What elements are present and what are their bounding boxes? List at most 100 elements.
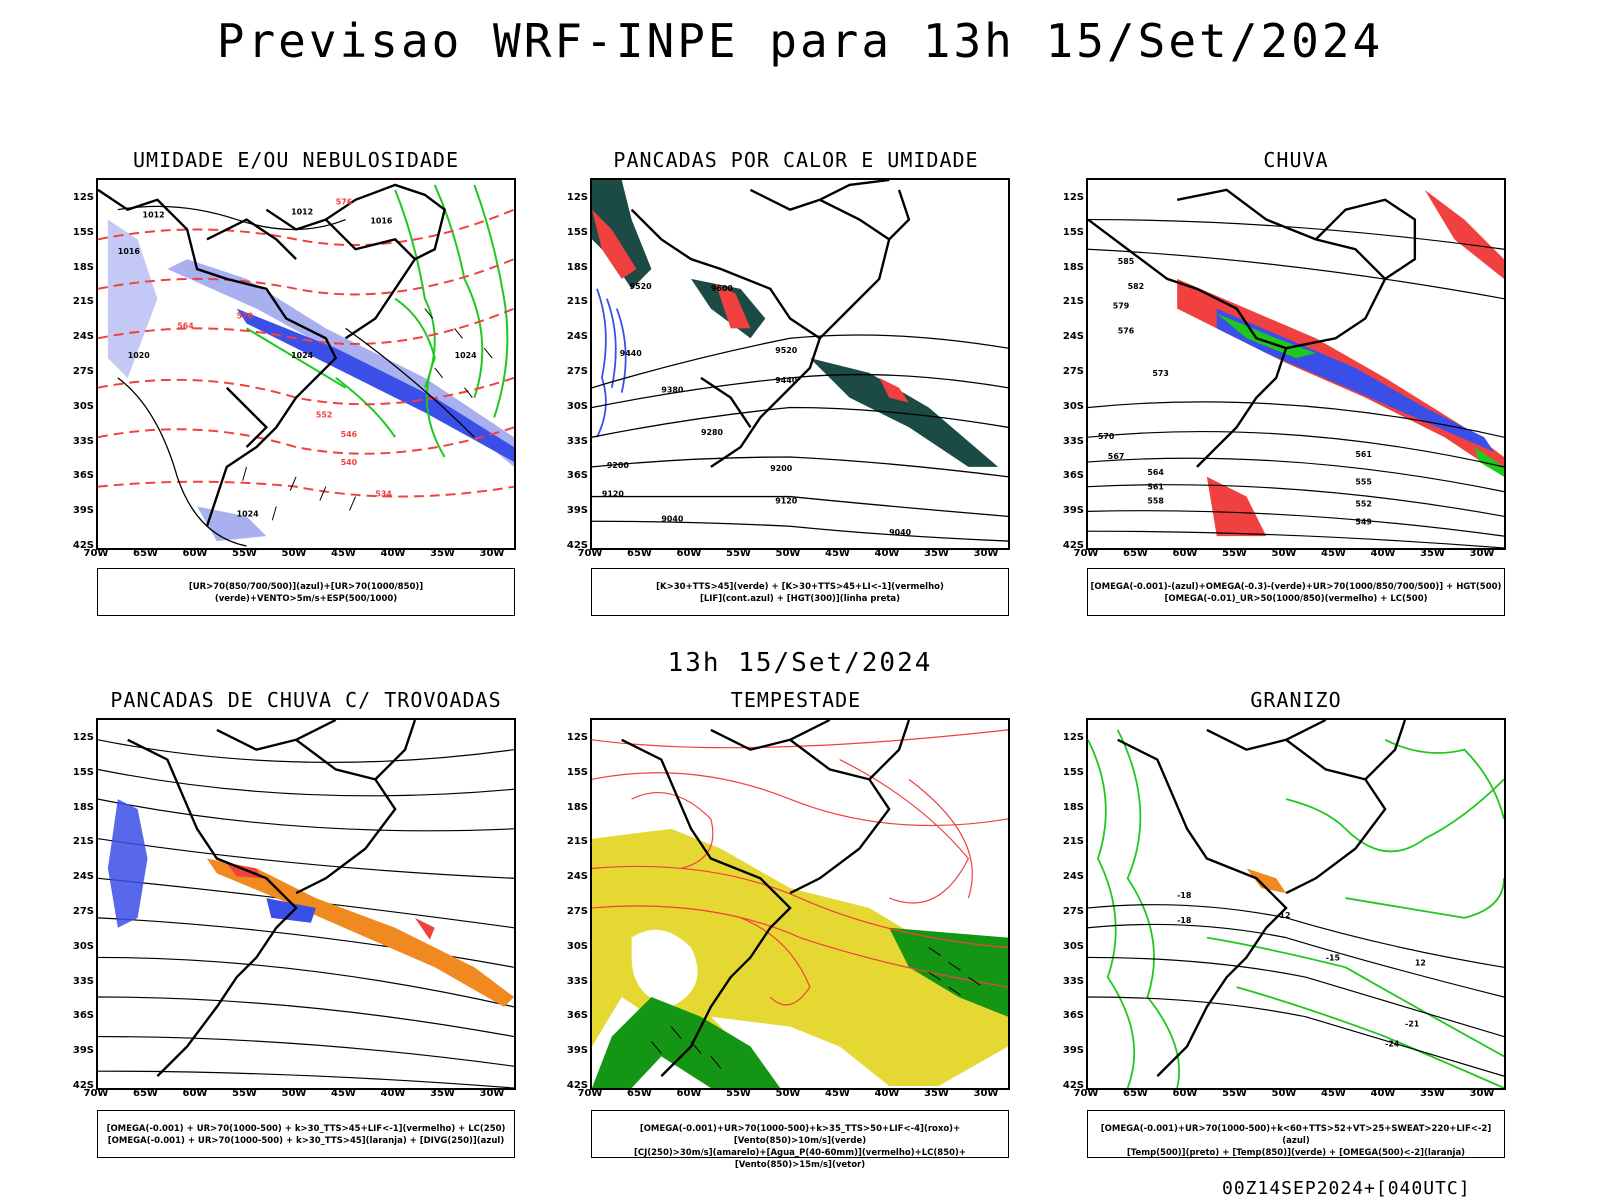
lat-tick-label: 24S	[566, 331, 588, 343]
lat-tick-label: 42S	[1062, 1080, 1084, 1091]
lat-tick-label: 33S	[1062, 975, 1084, 987]
svg-text:9440: 9440	[620, 349, 643, 358]
jet-gap	[631, 929, 698, 1007]
lat-tick-label: 18S	[1062, 801, 1084, 813]
wind-vectors	[651, 947, 981, 1069]
lon-tick-label: 50W	[775, 548, 801, 559]
svg-text:1012: 1012	[291, 208, 313, 217]
instability-green-ocean	[809, 358, 999, 467]
lat-tick-label: 30S	[72, 940, 94, 952]
instability-red-ocean	[879, 377, 909, 403]
lat-tick-label: 27S	[566, 366, 588, 377]
lat-tick-label: 24S	[1062, 331, 1084, 343]
lat-tick-label: 15S	[1062, 766, 1084, 778]
lon-tick-label: 60W	[1172, 1088, 1198, 1099]
lat-tick-label: 30S	[72, 400, 94, 412]
lat-tick-label: 15S	[566, 226, 588, 238]
svg-text:570: 570	[1098, 432, 1115, 441]
contour-labels: 1012 1012 1016 1016 1020 1024 1024 1024	[118, 208, 477, 519]
lon-tick-label: 45W	[825, 1088, 850, 1099]
svg-text:9440: 9440	[775, 376, 798, 385]
lon-tick-label: 55W	[232, 1088, 257, 1099]
panel-title-trovoadas: PANCADAS DE CHUVA C/ TROVOADAS	[110, 688, 502, 712]
hgt300-contours	[592, 334, 1008, 542]
lon-tick-label: 45W	[1321, 548, 1346, 559]
coastline	[1117, 720, 1407, 1077]
svg-text:-15: -15	[1326, 953, 1340, 962]
map-trovoadas	[96, 718, 516, 1090]
panel-title-pancadas-calor: PANCADAS POR CALOR E UMIDADE	[613, 148, 979, 172]
lat-tick-label: 33S	[566, 975, 588, 987]
svg-text:576: 576	[336, 198, 353, 207]
lat-tick-label: 18S	[566, 801, 588, 813]
svg-text:576: 576	[1118, 326, 1135, 335]
lat-tick-label: 15S	[72, 226, 94, 238]
lon-tick-label: 40W	[380, 1088, 406, 1099]
lat-tick-label: 12S	[566, 732, 588, 743]
svg-text:9200: 9200	[607, 461, 630, 470]
lat-tick-label: 39S	[72, 505, 94, 517]
instability-green-west	[592, 180, 652, 289]
svg-text:1024: 1024	[455, 351, 478, 360]
strong-wind-green-east	[889, 927, 1008, 1017]
lat-tick-label: 27S	[566, 906, 588, 917]
panel-title-granizo: GRANIZO	[1250, 688, 1342, 712]
pressure-contours	[117, 205, 475, 547]
rain-red-south	[1206, 476, 1267, 537]
coastline	[630, 180, 911, 468]
storms-red-ocean	[414, 917, 435, 940]
lat-tick-label: 27S	[72, 906, 94, 917]
legend-umidade: [UR>70(850/700/500)](azul)+[UR>70(1000/8…	[97, 568, 515, 616]
lat-tick-label: 15S	[566, 766, 588, 778]
divergence-blue-west	[107, 799, 148, 928]
humidity-patch-west	[107, 219, 158, 378]
lon-tick-label: 55W	[1222, 548, 1247, 559]
svg-text:-21: -21	[1405, 1020, 1419, 1029]
lon-tick-label: 70W	[1073, 548, 1099, 559]
panel-title-umidade: UMIDADE E/OU NEBULOSIDADE	[132, 148, 460, 172]
svg-text:558: 558	[1147, 496, 1164, 505]
svg-text:1020: 1020	[128, 351, 151, 360]
instability-red-center	[715, 283, 751, 329]
lon-tick-label: 40W	[1370, 1088, 1396, 1099]
lon-tick-label: 55W	[726, 1088, 751, 1099]
lon-tick-label: 35W	[924, 548, 949, 559]
lon-tick-label: 55W	[1222, 1088, 1247, 1099]
lat-tick-label: 39S	[1062, 505, 1084, 517]
svg-text:1024: 1024	[291, 351, 314, 360]
coastline	[1088, 188, 1417, 468]
lat-tick-label: 33S	[1062, 435, 1084, 447]
rain-blue-band	[1216, 308, 1495, 453]
lat-tick-label: 21S	[1062, 296, 1084, 308]
wind-vectors	[242, 308, 493, 521]
lon-tick-label: 70W	[83, 1088, 109, 1099]
lat-tick-label: 36S	[1062, 1010, 1084, 1022]
lat-tick-label: 39S	[566, 1045, 588, 1057]
svg-text:9380: 9380	[661, 386, 684, 395]
svg-text:9120: 9120	[775, 496, 798, 505]
svg-text:1012: 1012	[143, 211, 165, 220]
legend-chuva: [OMEGA(-0.001)-(azul)+OMEGA(-0.3)-(verde…	[1087, 568, 1505, 616]
lat-tick-label: 24S	[1062, 871, 1084, 883]
lat-tick-label: 21S	[1062, 836, 1084, 848]
lon-tick-label: 30W	[479, 548, 505, 559]
lon-tick-label: 40W	[874, 548, 900, 559]
lon-tick-label: 35W	[430, 548, 455, 559]
lat-tick-label: 36S	[566, 1010, 588, 1022]
lat-tick-label: 30S	[566, 400, 588, 412]
panel-title-chuva: CHUVA	[1263, 148, 1329, 172]
map-granizo: -12 -18 -18 -15 -21 -24 12	[1086, 718, 1506, 1090]
svg-text:570: 570	[237, 311, 254, 320]
lon-tick-label: 30W	[479, 1088, 505, 1099]
svg-text:573: 573	[1152, 369, 1169, 378]
strong-wind-green-south	[592, 996, 781, 1088]
lat-tick-label: 33S	[566, 435, 588, 447]
svg-text:1024: 1024	[237, 509, 260, 518]
lat-tick-label: 30S	[1062, 940, 1084, 952]
hgt-labels: 585 582 579 576 573 570 567 564 561 558 …	[1098, 257, 1372, 526]
thickness-contours	[98, 208, 514, 498]
lon-tick-label: 50W	[1271, 1088, 1297, 1099]
svg-text:9040: 9040	[889, 528, 912, 537]
temp850-contours	[1088, 729, 1504, 1088]
lat-tick-label: 27S	[72, 366, 94, 377]
